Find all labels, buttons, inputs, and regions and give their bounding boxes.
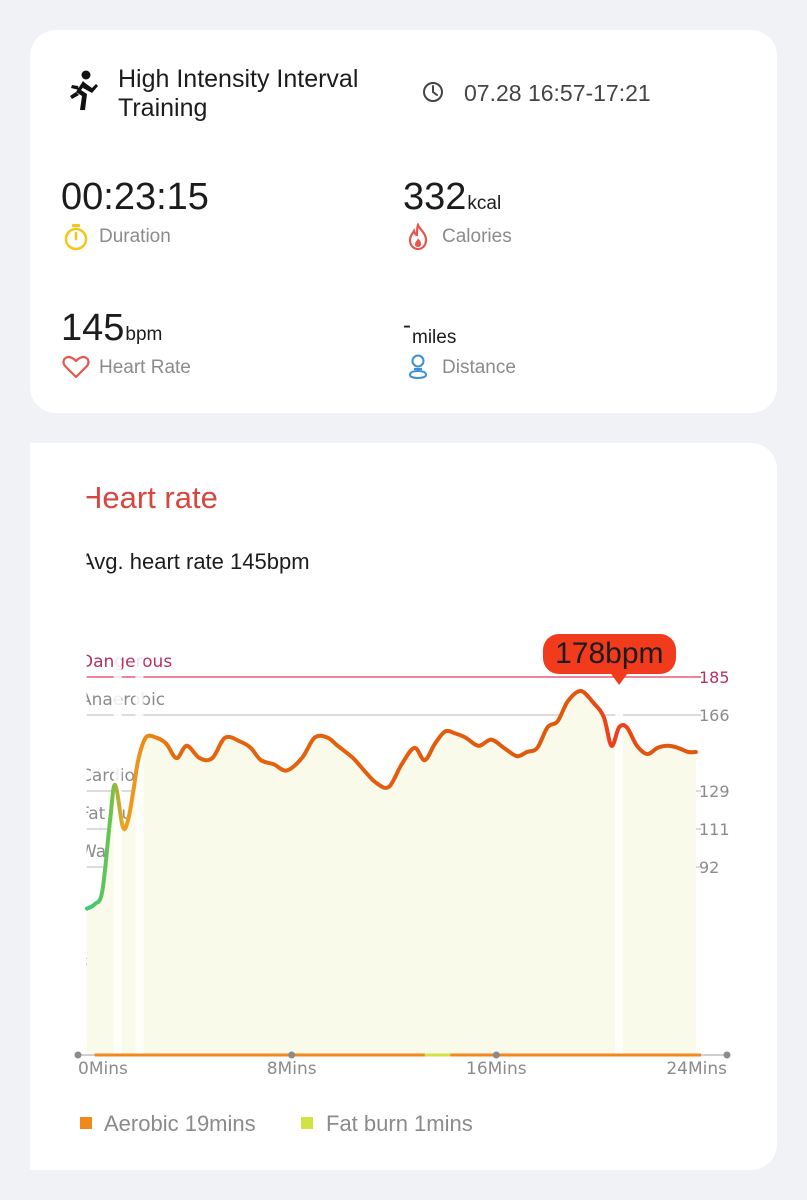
heart-rate-card: Heart rate Avg. heart rate 145bpm Danger… [30,443,777,1170]
distance-label: Distance [442,357,516,378]
zone-gap-1 [135,643,144,1055]
flame-icon [408,223,428,251]
duration-label: Duration [99,226,171,247]
peak-pointer [611,674,628,685]
location-person-icon [408,354,428,380]
x-tick-label-1: 8Mins [267,1059,317,1079]
avg-heart-rate: Avg. heart rate 145bpm [80,549,310,574]
heart-rate-metric: 145bpm [61,307,162,350]
calories-unit: kcal [467,193,502,214]
zone-label-anaerobic: Anaerobic [80,690,165,710]
legend-label-aerobic: Aerobic 19mins [104,1111,256,1136]
x-tick-label-3: 24Mins [666,1059,727,1079]
legend-swatch-aerobic [80,1117,92,1129]
zone-threshold-warm-up: 92 [699,858,719,877]
x-tick-label-0: 0Mins [78,1059,128,1079]
x-tick-dot-3 [723,1051,731,1059]
running-person-icon [70,70,98,110]
heart-rate-value: 145 [61,307,125,349]
workout-datetime: 07.28 16:57-17:21 [464,80,651,106]
x-tick-label-2: 16Mins [466,1059,527,1079]
distance-value: - [403,312,411,339]
area-left-mask [30,443,87,1170]
x-tick-dot-0 [74,1051,82,1059]
zone-threshold-anaerobic: 166 [699,706,730,725]
distance-unit: miles [412,327,457,348]
stopwatch-icon [64,224,88,251]
calories-label: Calories [442,226,512,247]
peak-heart-rate-badge: 178bpm [543,634,676,674]
legend-label-fat-burn: Fat burn 1mins [326,1111,473,1136]
zone-label-dangerous: Dangerous [80,652,172,672]
heart-rate-label: Heart Rate [99,357,191,378]
clock-icon [423,82,443,102]
zone-gap-2 [615,643,624,1055]
heart-rate-unit: bpm [125,324,163,345]
x-tick-dot-2 [492,1051,500,1059]
legend-swatch-fat-burn [301,1117,313,1129]
heart-rate-line [85,689,698,911]
x-tick-dot-1 [288,1051,296,1059]
zone-threshold-fat-burning: 111 [699,820,730,839]
workout-title: High Intensity Interval Training [118,65,359,122]
zone-gap-0 [113,643,122,1055]
calories-metric: 332kcal [403,176,501,219]
duration-value: 00:23:15 [61,176,209,218]
calories-value: 332 [403,176,467,218]
heart-icon [62,355,90,379]
zone-threshold-dangerous: 185 [699,668,730,687]
workout-summary-card: High Intensity Interval Training 07.28 1… [30,30,777,413]
distance-metric: -miles [403,312,457,350]
heart-rate-area [87,690,696,1055]
zone-threshold-cardio-training: 129 [699,782,730,801]
heart-rate-title: Heart rate [80,480,218,515]
